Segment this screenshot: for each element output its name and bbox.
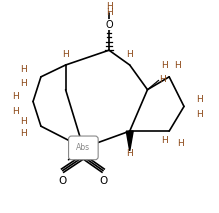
Text: O: O	[58, 176, 67, 186]
FancyBboxPatch shape	[69, 136, 98, 160]
Text: H: H	[106, 2, 112, 11]
Text: H: H	[106, 8, 112, 17]
Text: H: H	[126, 50, 133, 59]
Text: O: O	[105, 20, 113, 30]
Text: O: O	[99, 176, 107, 186]
Text: H: H	[20, 117, 27, 126]
Text: H: H	[196, 110, 203, 119]
Text: H: H	[20, 129, 27, 138]
Text: H: H	[174, 60, 181, 69]
Text: Abs: Abs	[76, 143, 90, 152]
Text: H: H	[20, 79, 27, 88]
Text: H: H	[161, 60, 168, 69]
Text: H: H	[126, 149, 133, 158]
Text: H: H	[12, 92, 19, 101]
Text: H: H	[20, 65, 27, 74]
Text: H: H	[12, 107, 19, 116]
Polygon shape	[126, 131, 133, 151]
Text: H: H	[196, 95, 203, 104]
Text: H: H	[62, 50, 69, 59]
Text: H: H	[177, 140, 184, 148]
Text: H: H	[161, 137, 168, 145]
Text: H: H	[159, 75, 166, 84]
